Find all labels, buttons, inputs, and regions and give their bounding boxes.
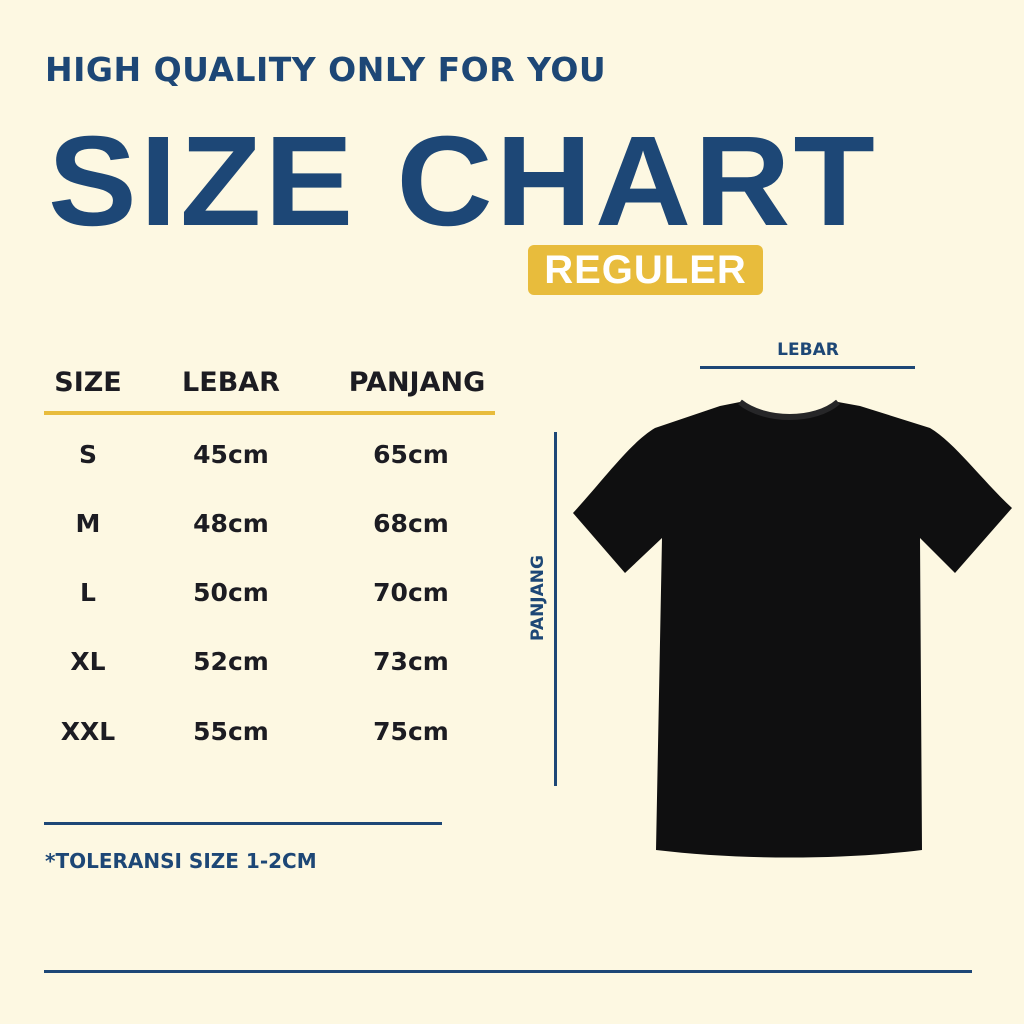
header-divider bbox=[44, 411, 495, 415]
divider bbox=[44, 822, 442, 825]
tolerance-note: *TOLERANSI SIZE 1-2CM bbox=[45, 849, 317, 873]
tshirt-icon bbox=[573, 399, 1012, 858]
cell-size: S bbox=[78, 440, 98, 469]
cell-size: L bbox=[80, 578, 96, 607]
cell-lebar: 52cm bbox=[193, 647, 269, 676]
cell-panjang: 65cm bbox=[373, 440, 449, 469]
cell-lebar: 48cm bbox=[193, 509, 269, 538]
cell-panjang: 68cm bbox=[373, 509, 449, 538]
cell-panjang: 75cm bbox=[373, 717, 449, 746]
cell-size: XXL bbox=[60, 717, 116, 746]
length-line bbox=[554, 432, 557, 786]
cell-lebar: 55cm bbox=[193, 717, 269, 746]
length-label: PANJANG bbox=[528, 555, 548, 641]
cell-lebar: 50cm bbox=[193, 578, 269, 607]
header-lebar: LEBAR bbox=[182, 367, 280, 398]
cell-lebar: 45cm bbox=[193, 440, 269, 469]
cell-size: XL bbox=[70, 647, 106, 676]
cell-size: M bbox=[75, 509, 101, 538]
cell-panjang: 73cm bbox=[373, 647, 449, 676]
page-title: SIZE CHART bbox=[48, 110, 878, 253]
cell-panjang: 70cm bbox=[373, 578, 449, 607]
bottom-divider bbox=[44, 970, 972, 973]
width-label: LEBAR bbox=[777, 340, 839, 360]
width-line bbox=[700, 366, 915, 369]
fit-badge: REGULER bbox=[528, 245, 763, 295]
tagline: HIGH QUALITY ONLY FOR YOU bbox=[45, 50, 607, 89]
header-panjang: PANJANG bbox=[348, 367, 486, 398]
header-size: SIZE bbox=[54, 367, 122, 398]
